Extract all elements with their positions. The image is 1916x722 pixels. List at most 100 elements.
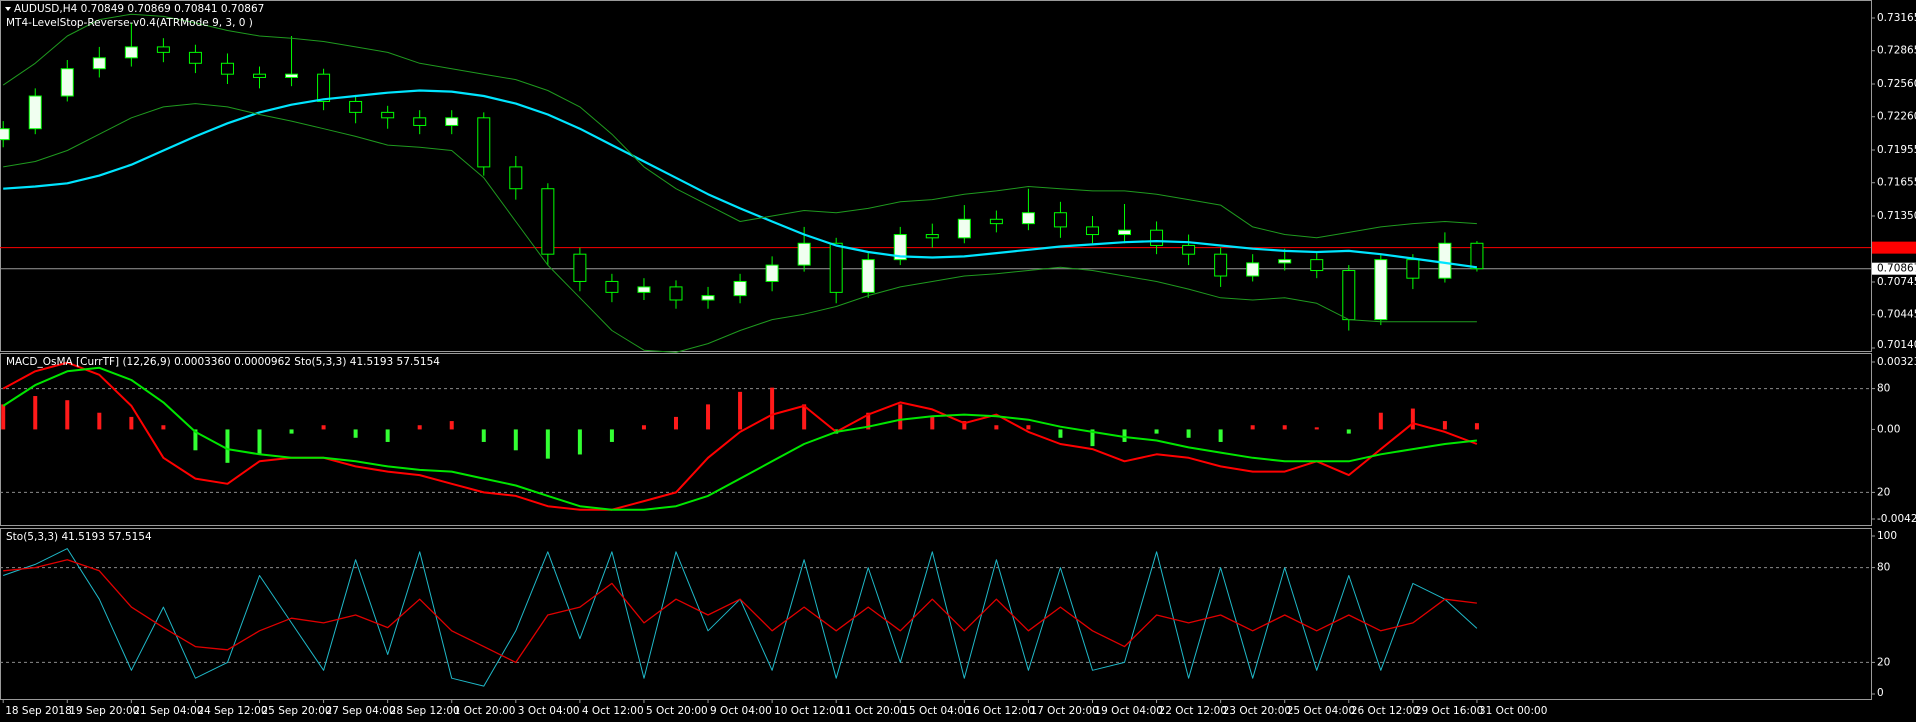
candle-body — [477, 117, 491, 168]
histogram-bar — [97, 412, 102, 430]
price-level-box — [1872, 241, 1916, 254]
histogram-bar — [257, 429, 262, 455]
histogram-bar — [129, 416, 134, 430]
histogram-bar — [994, 425, 999, 430]
histogram-bar — [65, 400, 70, 430]
candle-body — [253, 73, 267, 78]
y-tick-label: 20 — [1877, 486, 1890, 498]
x-tick-label: 23 Oct 20:00 — [1223, 705, 1291, 717]
candle-body — [797, 242, 811, 266]
histogram-bar — [225, 429, 230, 463]
candle-body — [1021, 212, 1035, 225]
y-tick-label: 20 — [1877, 656, 1890, 668]
histogram-bar — [738, 391, 743, 430]
histogram-bar — [289, 429, 294, 434]
candle-body — [925, 234, 939, 239]
x-tick-label: 19 Sep 20:00 — [69, 705, 139, 717]
histogram-bar — [1186, 429, 1191, 438]
x-tick-label: 17 Oct 20:00 — [1030, 705, 1098, 717]
candle-body — [60, 68, 74, 97]
y-tick-label: 0.71655 — [1877, 177, 1916, 189]
candle-body — [349, 100, 363, 113]
histogram-bar — [1314, 427, 1319, 430]
histogram-bar — [962, 421, 967, 430]
x-tick-label: 21 Sep 04:00 — [133, 705, 203, 717]
histogram-bar — [641, 425, 646, 430]
histogram-bar — [930, 416, 935, 430]
histogram-bar — [33, 396, 38, 430]
candle-body — [28, 95, 42, 130]
series-line — [3, 103, 1477, 353]
histogram-bar — [898, 404, 903, 430]
histogram-bar — [1410, 408, 1415, 430]
candle-body — [1085, 226, 1099, 236]
candle-body — [381, 111, 395, 119]
y-tick-label: 0 — [1877, 687, 1884, 699]
x-tick-label: 31 Oct 00:00 — [1479, 705, 1547, 717]
x-tick-label: 1 Oct 20:00 — [454, 705, 516, 717]
y-tick-label: 0.70745 — [1877, 276, 1916, 288]
candle-body — [573, 253, 587, 282]
x-tick-label: 3 Oct 04:00 — [518, 705, 580, 717]
stoch-panel-frame — [0, 528, 1872, 700]
candle-body — [188, 51, 202, 64]
macd-panel-frame — [0, 353, 1872, 526]
x-tick-label: 9 Oct 04:00 — [710, 705, 772, 717]
candle-body — [1053, 212, 1067, 228]
candle-body — [541, 188, 555, 255]
candle-body — [669, 286, 683, 301]
candle-body — [1278, 259, 1292, 264]
y-tick-label: 0.00 — [1877, 423, 1900, 435]
x-tick-label: 26 Oct 12:00 — [1351, 705, 1419, 717]
candle-body — [1470, 242, 1484, 270]
x-tick-label: 27 Sep 04:00 — [326, 705, 396, 717]
histogram-bar — [193, 429, 198, 451]
y-tick-label: 100 — [1877, 530, 1897, 542]
panel-title: MACD_OsMA [CurrTF] (12,26,9) 0.0003360 0… — [6, 356, 440, 368]
candle-body — [1182, 244, 1196, 255]
histogram-bar — [577, 429, 582, 455]
candle-body — [637, 286, 651, 293]
series-line — [2, 361, 1478, 511]
histogram-bar — [1026, 425, 1031, 430]
x-tick-label: 28 Sep 12:00 — [390, 705, 460, 717]
histogram-bar — [321, 425, 326, 430]
candle-body — [124, 46, 138, 59]
y-tick-label: 80 — [1877, 383, 1890, 395]
panel-title: AUDUSD,H4 0.70849 0.70869 0.70841 0.7086… — [14, 3, 264, 15]
panel-title: Sto(5,3,3) 41.5193 57.5154 — [6, 531, 152, 543]
series-line — [3, 89, 1478, 269]
y-tick-label: 0.71955 — [1877, 144, 1916, 156]
candle-body — [765, 264, 779, 282]
histogram-bar — [161, 425, 166, 430]
candle-body — [220, 62, 234, 75]
collapse-icon[interactable] — [5, 7, 11, 11]
histogram-bar — [1250, 425, 1255, 430]
histogram-bar — [802, 404, 807, 430]
x-tick-label: 15 Oct 04:00 — [902, 705, 970, 717]
price-level-label: 0.70867 — [1877, 263, 1916, 275]
candle-body — [156, 46, 170, 53]
candle-body — [317, 73, 331, 102]
candle-body — [285, 73, 299, 78]
series-line — [2, 13, 1477, 239]
y-tick-label: 0.003230 — [1877, 356, 1916, 368]
y-tick-label: 80 — [1877, 562, 1890, 574]
x-tick-label: 11 Oct 20:00 — [838, 705, 906, 717]
x-tick-label: 25 Sep 20:00 — [262, 705, 332, 717]
x-tick-label: 10 Oct 12:00 — [774, 705, 842, 717]
histogram-bar — [673, 416, 678, 430]
x-tick-label: 29 Oct 16:00 — [1415, 705, 1483, 717]
y-tick-label: -0.004291 — [1877, 513, 1916, 525]
histogram-bar — [513, 429, 518, 451]
histogram-bar — [449, 421, 454, 430]
candle-body — [829, 242, 843, 293]
candle-body — [1342, 270, 1356, 321]
histogram-bar — [1218, 429, 1223, 442]
